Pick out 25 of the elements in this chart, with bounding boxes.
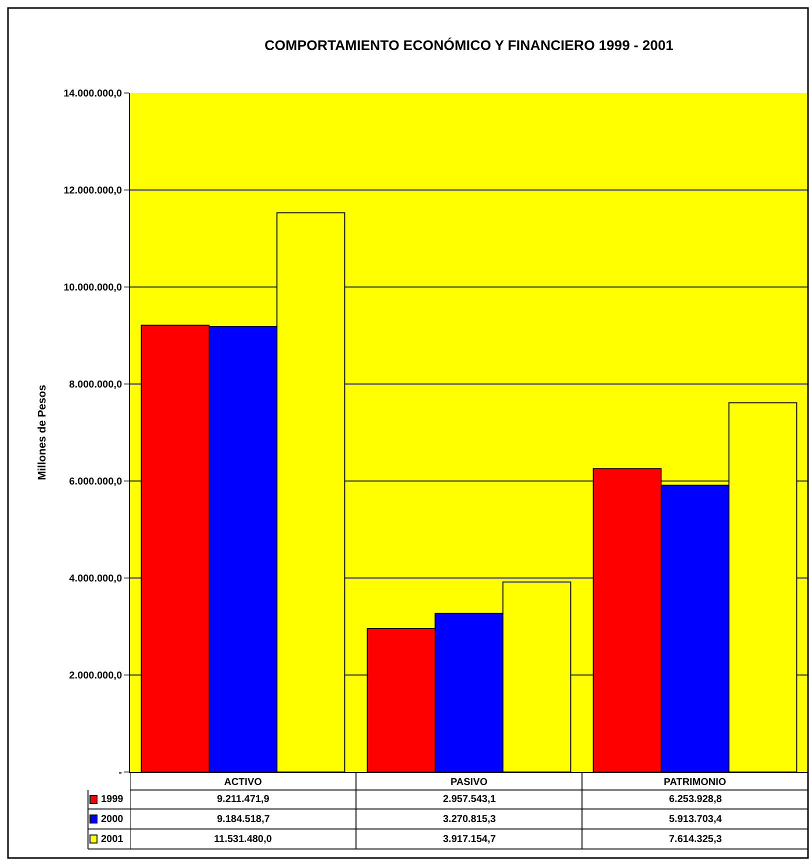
data-label: 3.270.815,3	[443, 814, 496, 825]
data-label: 9.211.471,9	[217, 794, 270, 805]
chart-title: COMPORTAMIENTO ECONÓMICO Y FINANCIERO 1999 - 2001	[264, 36, 674, 53]
y-tick-label: 10.000.000,0	[64, 282, 122, 294]
y-axis-title: Millones de Pesos	[36, 384, 48, 480]
data-label: 6.253.928,8	[669, 794, 722, 805]
x-tick-label: ACTIVO	[224, 777, 262, 788]
legend-label: 2000	[101, 814, 124, 825]
y-tick-label: -	[118, 768, 122, 778]
y-tick-label: 4.000.000,0	[69, 574, 122, 584]
y-tick-label: 6.000.000,0	[69, 476, 122, 488]
data-label: 3.917.154,7	[443, 834, 496, 845]
x-tick-label: PASIVO	[450, 777, 488, 788]
legend-label: 1999	[101, 794, 124, 805]
x-tick-label: PATRIMONIO	[664, 777, 726, 788]
data-label: 9.184.518,7	[217, 814, 270, 825]
data-label: 2.957.543,1	[443, 794, 496, 805]
data-label: 7.614.325,3	[669, 834, 722, 845]
y-tick-label: 12.000.000,0	[64, 186, 122, 196]
y-tick-label: 2.000.000,0	[69, 670, 122, 682]
legend-label: 2001	[101, 834, 124, 845]
data-label: 11.531.480,0	[214, 834, 272, 845]
data-label: 5.913.703,4	[669, 814, 722, 825]
y-tick-label: 14.000.000,0	[64, 88, 122, 100]
y-tick-label: 8.000.000,0	[69, 380, 122, 390]
